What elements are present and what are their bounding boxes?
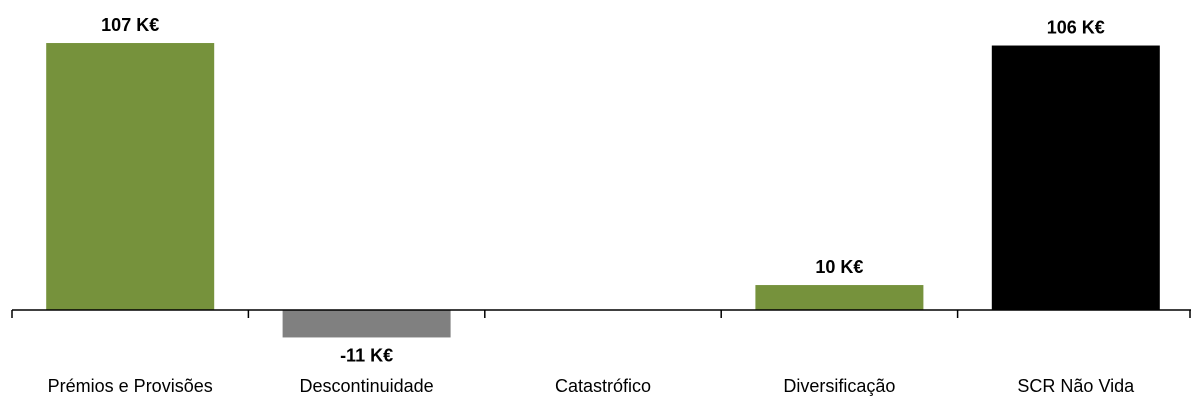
value-label-diversificacao: 10 K€: [815, 257, 863, 277]
category-label-descontinuidade: Descontinuidade: [300, 376, 434, 396]
value-label-scr-nao-vida: 106 K€: [1047, 18, 1105, 38]
category-label-diversificacao: Diversificação: [783, 376, 895, 396]
bar-descontinuidade: [282, 310, 451, 338]
x-axis: [11, 309, 1191, 318]
category-label-catastrofico: Catastrófico: [555, 376, 651, 396]
category-label-premios-e-provisoes: Prémios e Provisões: [48, 376, 213, 396]
bars-layer: [46, 43, 1160, 338]
bar-scr-nao-vida: [991, 45, 1160, 310]
category-label-scr-nao-vida: SCR Não Vida: [1017, 376, 1135, 396]
value-label-premios-e-provisoes: 107 K€: [101, 15, 159, 35]
bar-premios-e-provisoes: [46, 43, 215, 310]
labels-layer: 107 K€ Prémios e Provisões -11 K€ Descontin…: [48, 15, 1135, 396]
value-label-descontinuidade: -11 K€: [340, 345, 393, 365]
bar-diversificacao: [755, 285, 924, 310]
